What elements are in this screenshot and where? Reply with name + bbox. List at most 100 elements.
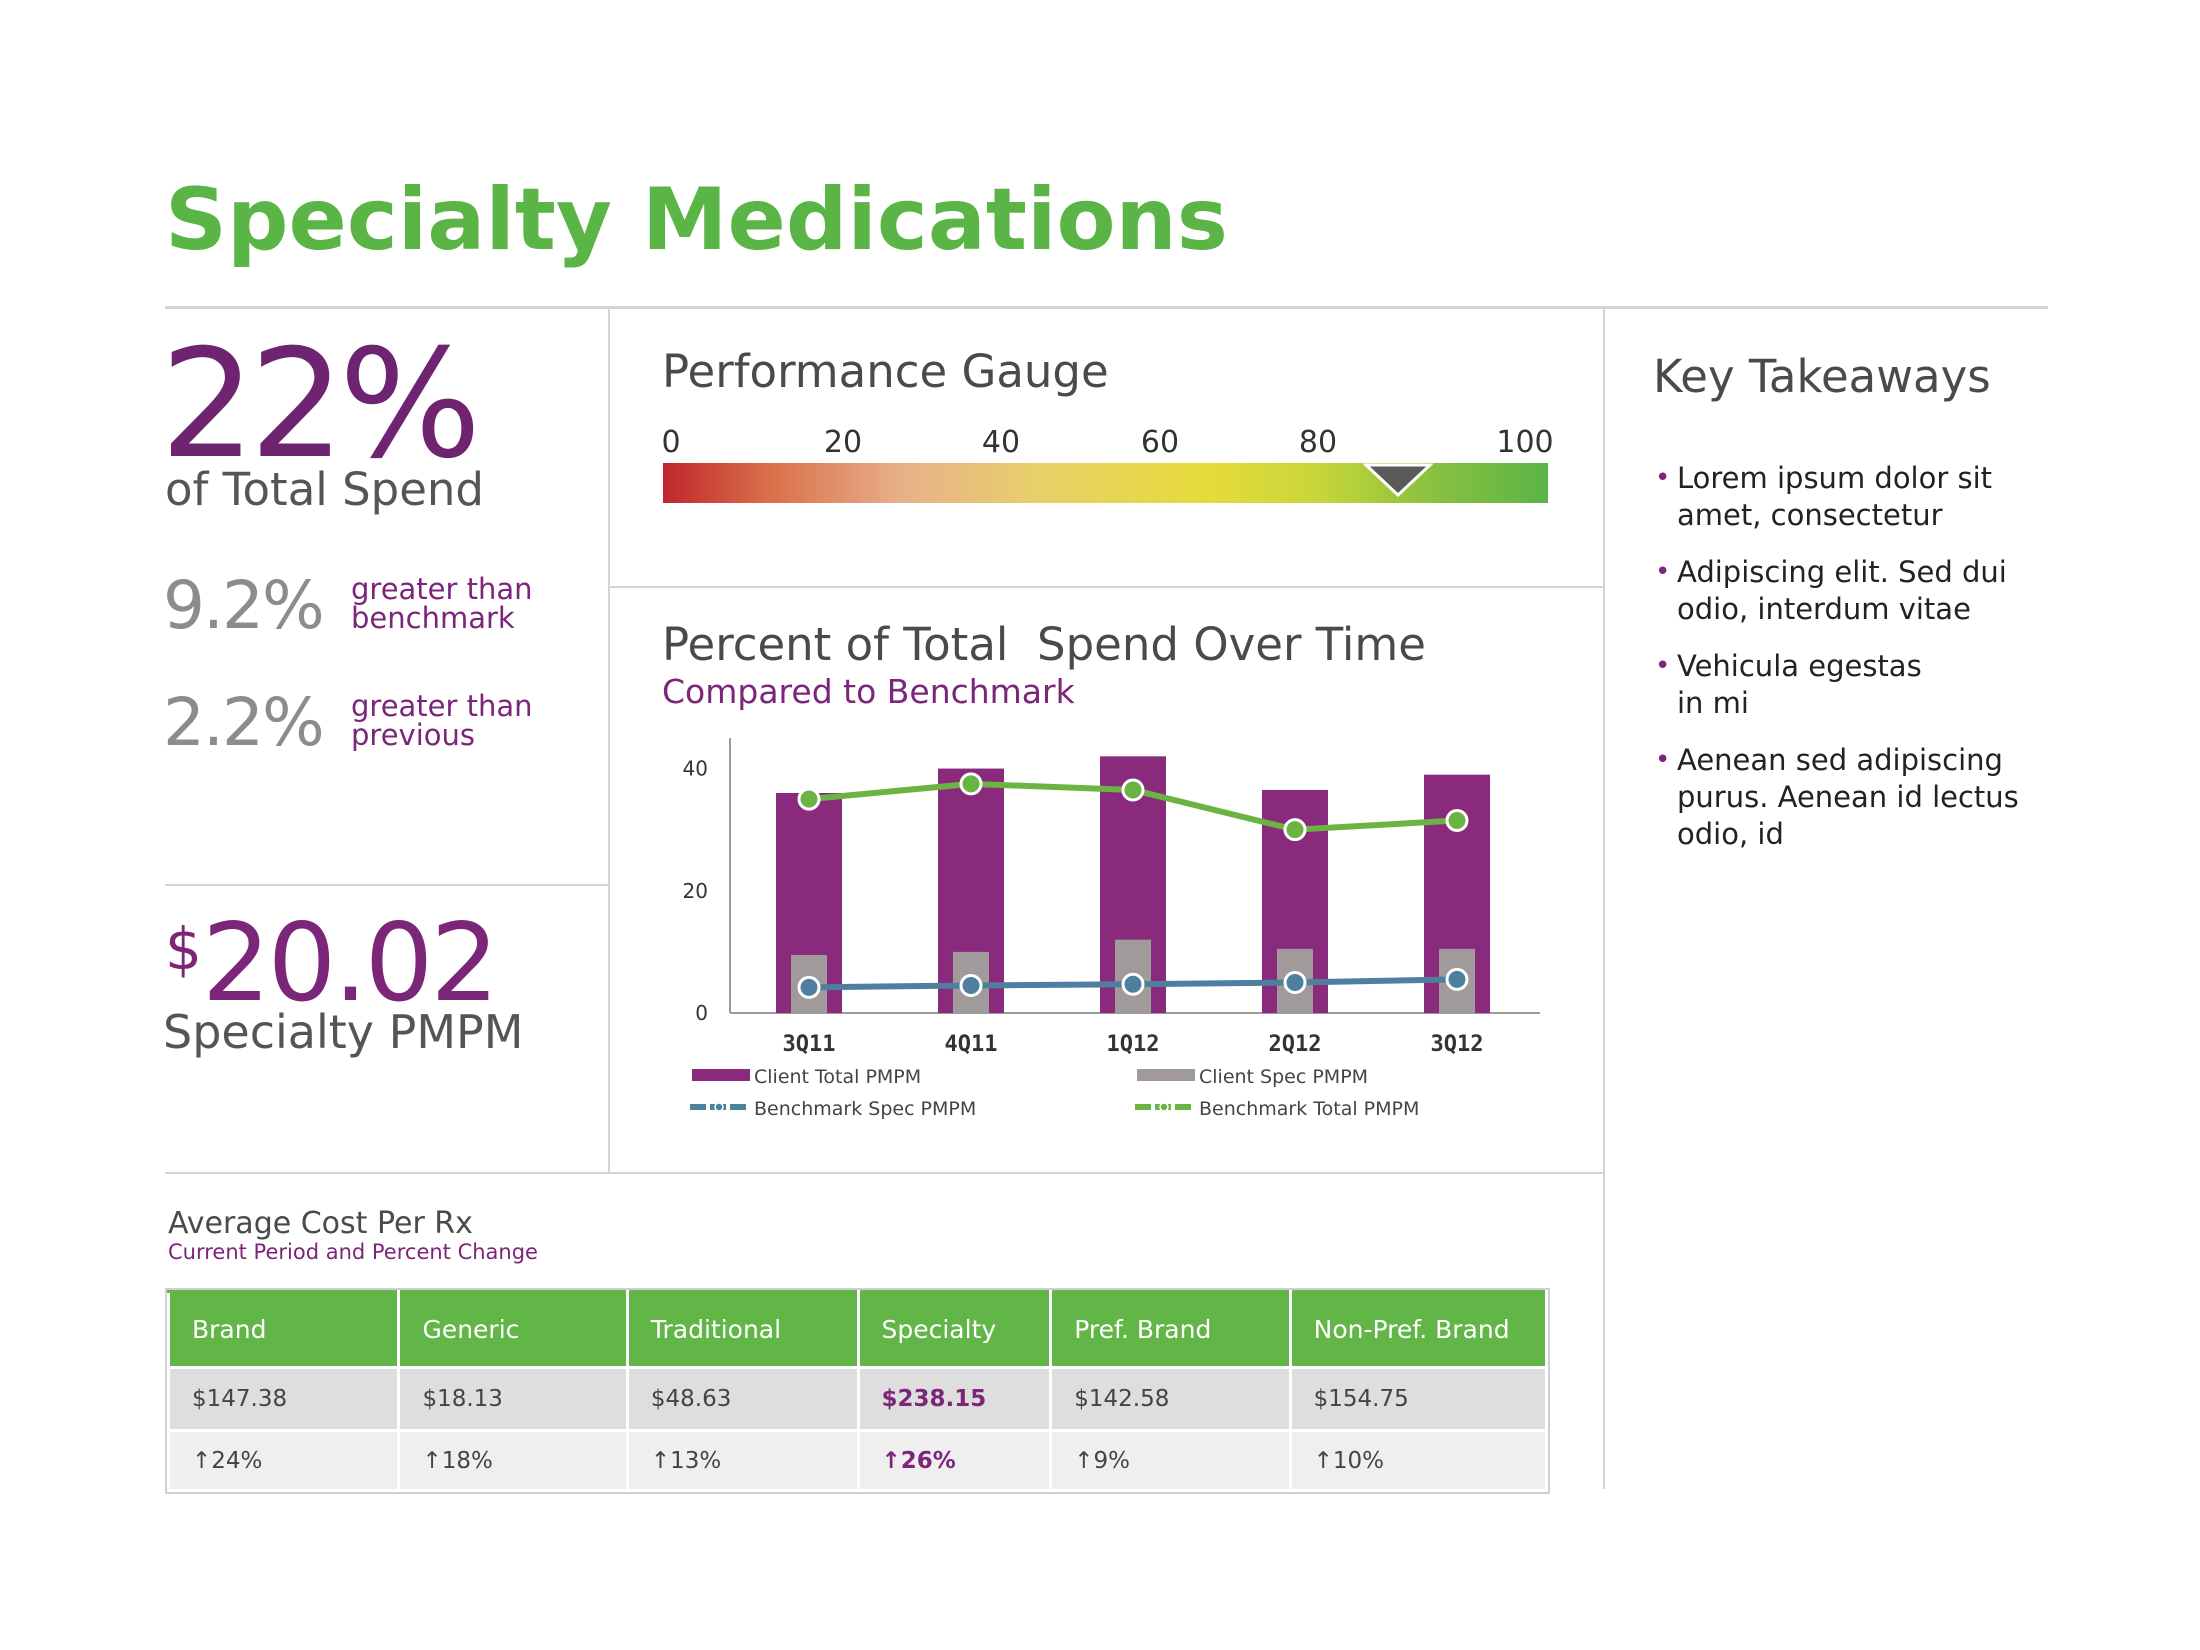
takeaway-line: Adipiscing elit. Sed dui <box>1677 555 2007 589</box>
column-header-specialty: Specialty <box>856 1290 1053 1369</box>
table-cell: $18.13 <box>397 1366 629 1432</box>
specialty-pmpm-value: $20.02 <box>165 910 499 1018</box>
column-header-pref-brand: Pref. Brand <box>1049 1290 1292 1369</box>
point-benchmark-total-pmpm <box>1283 818 1307 842</box>
takeaways-title: Key Takeaways <box>1653 350 1991 403</box>
page-title: Specialty Medications <box>165 170 1228 270</box>
x-tick-label: 4Q11 <box>945 1032 998 1057</box>
cost-table-title: Average Cost Per Rx <box>168 1206 473 1241</box>
benchmark-stat-label: greater than benchmark <box>351 575 533 633</box>
takeaway-line: odio, interdum vitae <box>1677 592 1971 626</box>
pmpm-amount: 20.02 <box>201 901 499 1026</box>
point-benchmark-total-pmpm <box>1445 809 1469 832</box>
point-benchmark-total-pmpm <box>959 772 983 796</box>
total-spend-percent: 22% <box>160 318 481 492</box>
point-benchmark-spec-pmpm <box>797 975 821 999</box>
gauge-tick: 20 <box>823 425 863 460</box>
previous-stat-label-line1: greater than <box>351 689 533 723</box>
takeaway-item: • Lorem ipsum dolor sit amet, consectetu… <box>1655 460 2075 534</box>
gauge-tick: 0 <box>661 425 681 460</box>
specialty-pmpm-label: Specialty PMPM <box>163 1005 524 1059</box>
table-section-divider <box>165 1172 1603 1174</box>
table-cell: $48.63 <box>625 1366 860 1432</box>
takeaway-item: • Adipiscing elit. Sed dui odio, interdu… <box>1655 554 2075 628</box>
legend-label: Client Total PMPM <box>754 1066 921 1088</box>
gauge-title: Performance Gauge <box>662 345 1109 398</box>
previous-stat-label-line2: previous <box>351 718 475 752</box>
takeaway-item: • Vehicula egestas in mi <box>1655 648 2075 722</box>
previous-stat-value: 2.2% <box>163 684 325 761</box>
takeaway-line: Aenean sed adipiscing <box>1677 743 2003 777</box>
title-divider <box>165 306 2048 309</box>
column-header-generic: Generic <box>397 1290 629 1369</box>
takeaways-list: • Lorem ipsum dolor sit amet, consectetu… <box>1655 460 2075 873</box>
takeaway-line: Lorem ipsum dolor sit <box>1677 461 1993 495</box>
x-tick-label: 1Q12 <box>1107 1032 1160 1057</box>
gauge-marker-icon <box>1362 463 1433 497</box>
pmpm-currency-symbol: $ <box>165 915 202 983</box>
cost-table-subtitle: Current Period and Percent Change <box>168 1240 538 1264</box>
benchmark-stat-value: 9.2% <box>163 567 325 644</box>
spend-chart-subtitle: Compared to Benchmark <box>662 672 1075 711</box>
bullet-icon: • <box>1655 745 1671 775</box>
table-cell: ↑10% <box>1288 1429 1549 1492</box>
spend-chart: 0 20 40 3Q11 4Q11 1Q12 2Q12 3Q12 Client Total PM… <box>683 738 1540 1120</box>
table-row: $147.38 $18.13 $48.63 $238.15 $142.58 $1… <box>166 1366 1549 1432</box>
y-tick-label: 0 <box>695 1001 708 1025</box>
table-cell: ↑9% <box>1049 1429 1292 1492</box>
right-column-divider <box>1603 309 1605 1489</box>
table-header-row: Brand Generic Traditional Specialty Pref… <box>166 1290 1549 1369</box>
takeaway-item: • Aenean sed adipiscing purus. Aenean id… <box>1655 742 2075 853</box>
benchmark-stat-label-line1: greater than <box>351 572 533 606</box>
column-header-traditional: Traditional <box>625 1290 860 1369</box>
takeaway-line: odio, id <box>1677 817 1784 851</box>
legend-label: Client Spec PMPM <box>1199 1066 1368 1088</box>
benchmark-stat-label-line2: benchmark <box>351 601 515 635</box>
previous-stat-label: greater than previous <box>351 692 533 750</box>
bullet-icon: • <box>1655 463 1671 493</box>
takeaway-line: Vehicula egestas <box>1677 649 1922 683</box>
bullet-icon: • <box>1655 557 1671 587</box>
x-tick-label: 3Q12 <box>1431 1032 1484 1057</box>
gauge-chart-divider <box>610 586 1603 588</box>
table-cell: ↑13% <box>625 1429 860 1492</box>
takeaway-line: amet, consectetur <box>1677 498 1943 532</box>
legend-label: Benchmark Spec PMPM <box>754 1098 976 1120</box>
gauge-tick: 40 <box>981 425 1021 460</box>
left-column-divider <box>608 309 610 1173</box>
stats-pmpm-divider <box>165 884 608 886</box>
point-benchmark-spec-pmpm <box>1121 972 1145 996</box>
table-cell: $142.58 <box>1049 1366 1292 1432</box>
gauge-tick: 80 <box>1298 425 1338 460</box>
table-cell: ↑18% <box>397 1429 629 1492</box>
point-benchmark-spec-pmpm <box>1445 967 1469 991</box>
legend-marker <box>1159 1102 1169 1112</box>
column-header-brand: Brand <box>166 1290 401 1369</box>
x-tick-label: 3Q11 <box>783 1032 836 1057</box>
y-tick-label: 40 <box>683 757 708 781</box>
takeaway-line: purus. Aenean id lectus <box>1677 780 2019 814</box>
point-benchmark-spec-pmpm <box>1283 970 1307 994</box>
legend-marker <box>714 1102 724 1112</box>
point-benchmark-spec-pmpm <box>959 974 983 997</box>
column-header-non-pref-brand: Non-Pref. Brand <box>1288 1290 1549 1369</box>
point-benchmark-total-pmpm <box>1121 778 1145 802</box>
spend-chart-title: Percent of Total Spend Over Time <box>662 618 1426 671</box>
bullet-icon: • <box>1655 651 1671 681</box>
total-spend-label: of Total Spend <box>165 463 484 516</box>
cost-table: Brand Generic Traditional Specialty Pref… <box>165 1288 1550 1494</box>
point-benchmark-total-pmpm <box>797 787 821 811</box>
table-cell: ↑26% <box>856 1429 1053 1492</box>
table-cell: $238.15 <box>856 1366 1053 1432</box>
table-row: ↑24% ↑18% ↑13% ↑26% ↑9% ↑10% <box>166 1429 1549 1492</box>
y-tick-label: 20 <box>683 879 708 903</box>
table-cell: ↑24% <box>166 1429 401 1492</box>
gauge-tick: 100 <box>1496 425 1554 460</box>
legend-swatch <box>1137 1069 1195 1081</box>
legend-label: Benchmark Total PMPM <box>1199 1098 1419 1120</box>
takeaway-line: in mi <box>1677 686 1749 720</box>
gauge-tick: 60 <box>1140 425 1180 460</box>
legend-swatch <box>692 1069 750 1081</box>
x-tick-label: 2Q12 <box>1269 1032 1322 1057</box>
table-cell: $154.75 <box>1288 1366 1549 1432</box>
